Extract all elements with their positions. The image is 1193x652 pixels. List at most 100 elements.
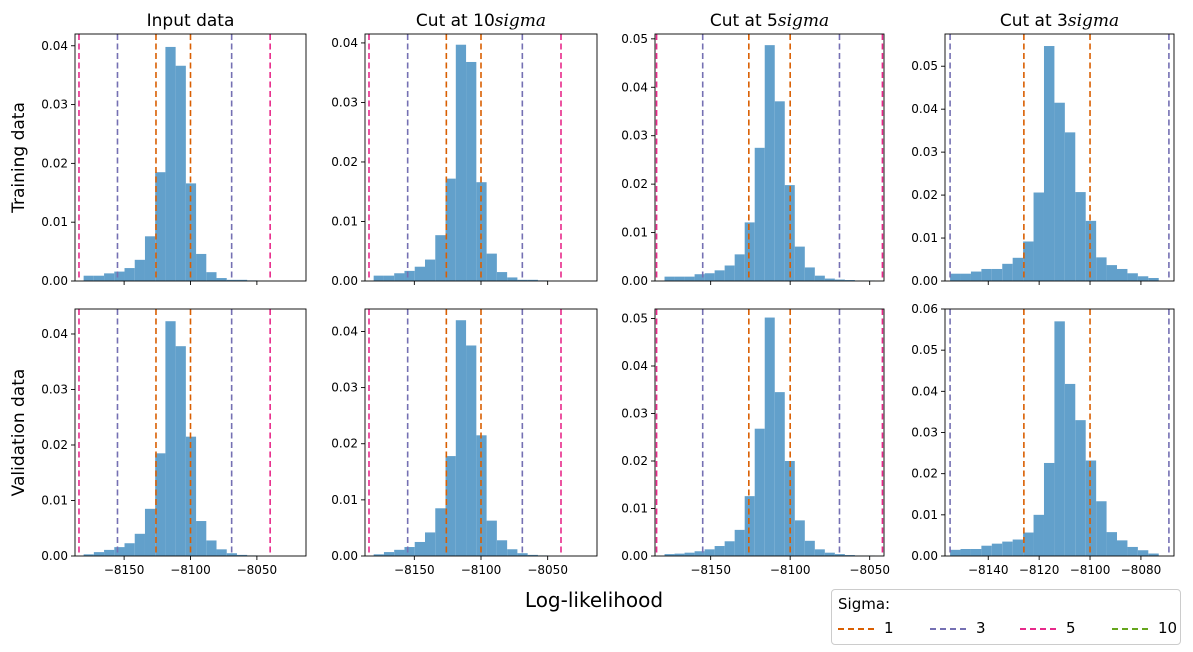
histogram-bar [435, 235, 446, 281]
panel-title: Input data [147, 11, 235, 31]
histogram-bar [1127, 546, 1138, 556]
x-tick-label: −8050 [237, 563, 278, 577]
histogram-bar [404, 547, 415, 556]
histogram-bar [834, 279, 845, 281]
histogram-bar [1002, 541, 1013, 556]
panel-training-1: 0.00 0.01 0.02 0.03 0.04 Input data Training d… [9, 11, 307, 288]
histogram-bar [425, 259, 436, 281]
legend-swatch-sigma-10 [1112, 628, 1148, 630]
histogram-bar [104, 549, 115, 556]
x-tick-label: −8080 [1121, 563, 1162, 577]
histogram-bar [455, 44, 467, 281]
y-tick-label: 0.02 [911, 188, 938, 202]
panel-title: Cut at 3sigma [1000, 11, 1119, 31]
histogram-bar [445, 178, 456, 281]
y-tick-label: 0.03 [331, 381, 358, 395]
histogram-bar [804, 540, 815, 556]
histogram-bar [694, 274, 705, 281]
histogram-bar [216, 278, 227, 281]
histogram-bar [1064, 383, 1076, 556]
x-axis-label: Log-likelihood [525, 588, 663, 612]
histogram-bar [1033, 514, 1044, 556]
x-tick-label: −8050 [527, 563, 568, 577]
histogram-bar [1023, 241, 1034, 281]
y-tick-label: 0.05 [621, 32, 648, 46]
legend-swatch-sigma-1 [838, 628, 874, 630]
panel-validation-2: 0.00 0.01 0.02 0.03 0.04 −8150 −8100 −8050 [331, 308, 598, 577]
legend-swatch-sigma-3 [930, 628, 966, 630]
y-tick-label: 0.00 [331, 549, 358, 563]
sigma-legend: Sigma: 1 3 5 10 [831, 589, 1181, 645]
histogram-bar [226, 279, 237, 281]
histogram-bar [144, 236, 156, 281]
histogram-bar [794, 246, 805, 281]
histogram-bar [774, 101, 785, 281]
histogram-bar [124, 268, 135, 281]
histogram-bar [175, 65, 186, 281]
histogram-bar [774, 392, 785, 556]
histogram-bar [165, 321, 176, 556]
y-tick-label: 0.00 [41, 274, 68, 288]
histogram-bar [814, 275, 825, 281]
histogram-bar [236, 554, 248, 556]
histogram-bar [507, 277, 518, 281]
x-tick-label: −8050 [849, 563, 890, 577]
histogram-bar [373, 275, 384, 281]
y-tick-label: 0.04 [331, 36, 358, 50]
histogram-bar [466, 345, 477, 556]
histogram-bar [435, 508, 446, 556]
y-tick-label: 0.02 [41, 156, 68, 170]
x-tick-label: −8120 [1019, 563, 1060, 577]
y-tick-label: 0.03 [911, 145, 938, 159]
y-tick-label: 0.03 [621, 129, 648, 143]
histogram-bar [425, 532, 436, 556]
histogram-bar [754, 147, 765, 281]
histogram-bar [1148, 553, 1159, 556]
histogram-bar [734, 254, 745, 281]
histogram-bar [373, 554, 384, 556]
histogram-bar [664, 554, 675, 556]
y-tick-label: 0.00 [621, 549, 648, 563]
histogram-bar [383, 552, 395, 556]
histogram-bar [834, 554, 845, 556]
panel-training-2: 0.00 0.01 0.02 0.03 0.04 Cut at 10sigma [331, 11, 598, 288]
y-tick-label: 0.01 [621, 226, 648, 240]
histogram-bar [236, 279, 248, 281]
legend-title: Sigma: [838, 595, 891, 613]
axes-frame [944, 33, 1175, 282]
histogram-bar [724, 265, 735, 281]
histogram-bar [527, 554, 538, 556]
x-tick-label: −8100 [770, 563, 811, 577]
histogram-bar [414, 266, 425, 281]
histogram-bar [134, 259, 145, 281]
histogram-bar [664, 276, 675, 281]
y-tick-label: 0.00 [911, 549, 938, 563]
y-tick-label: 0.04 [911, 384, 938, 398]
histogram-bar [1023, 532, 1034, 556]
histogram-bar [991, 543, 1003, 556]
histogram-bar [1085, 460, 1097, 556]
histogram-bar [226, 553, 237, 556]
histogram-bar [1148, 277, 1159, 281]
histogram-bar [1117, 540, 1128, 556]
y-tick-label: 0.02 [621, 454, 648, 468]
panel-validation-4: 0.00 0.01 0.02 0.03 0.04 0.05 0.06 −8140 −8120 −8… [911, 302, 1175, 577]
histogram-bar [383, 275, 395, 281]
x-tick-label: −8140 [968, 563, 1009, 577]
histogram-bar [1012, 539, 1024, 556]
histogram-bar [764, 45, 775, 281]
y-tick-label: 0.05 [911, 343, 938, 357]
legend-swatch-sigma-5 [1020, 628, 1056, 630]
histogram-bar [960, 273, 971, 281]
histogram-bar [1106, 265, 1118, 281]
histogram-bar [185, 436, 197, 556]
histogram-bar [93, 275, 105, 281]
histogram-bar [1137, 276, 1149, 281]
histogram-bar [1054, 321, 1065, 556]
histogram-bar [466, 61, 477, 281]
histogram-bar [507, 549, 518, 556]
histogram-bar [486, 253, 497, 281]
histogram-bar [734, 529, 745, 556]
histogram-bar [1096, 257, 1107, 281]
